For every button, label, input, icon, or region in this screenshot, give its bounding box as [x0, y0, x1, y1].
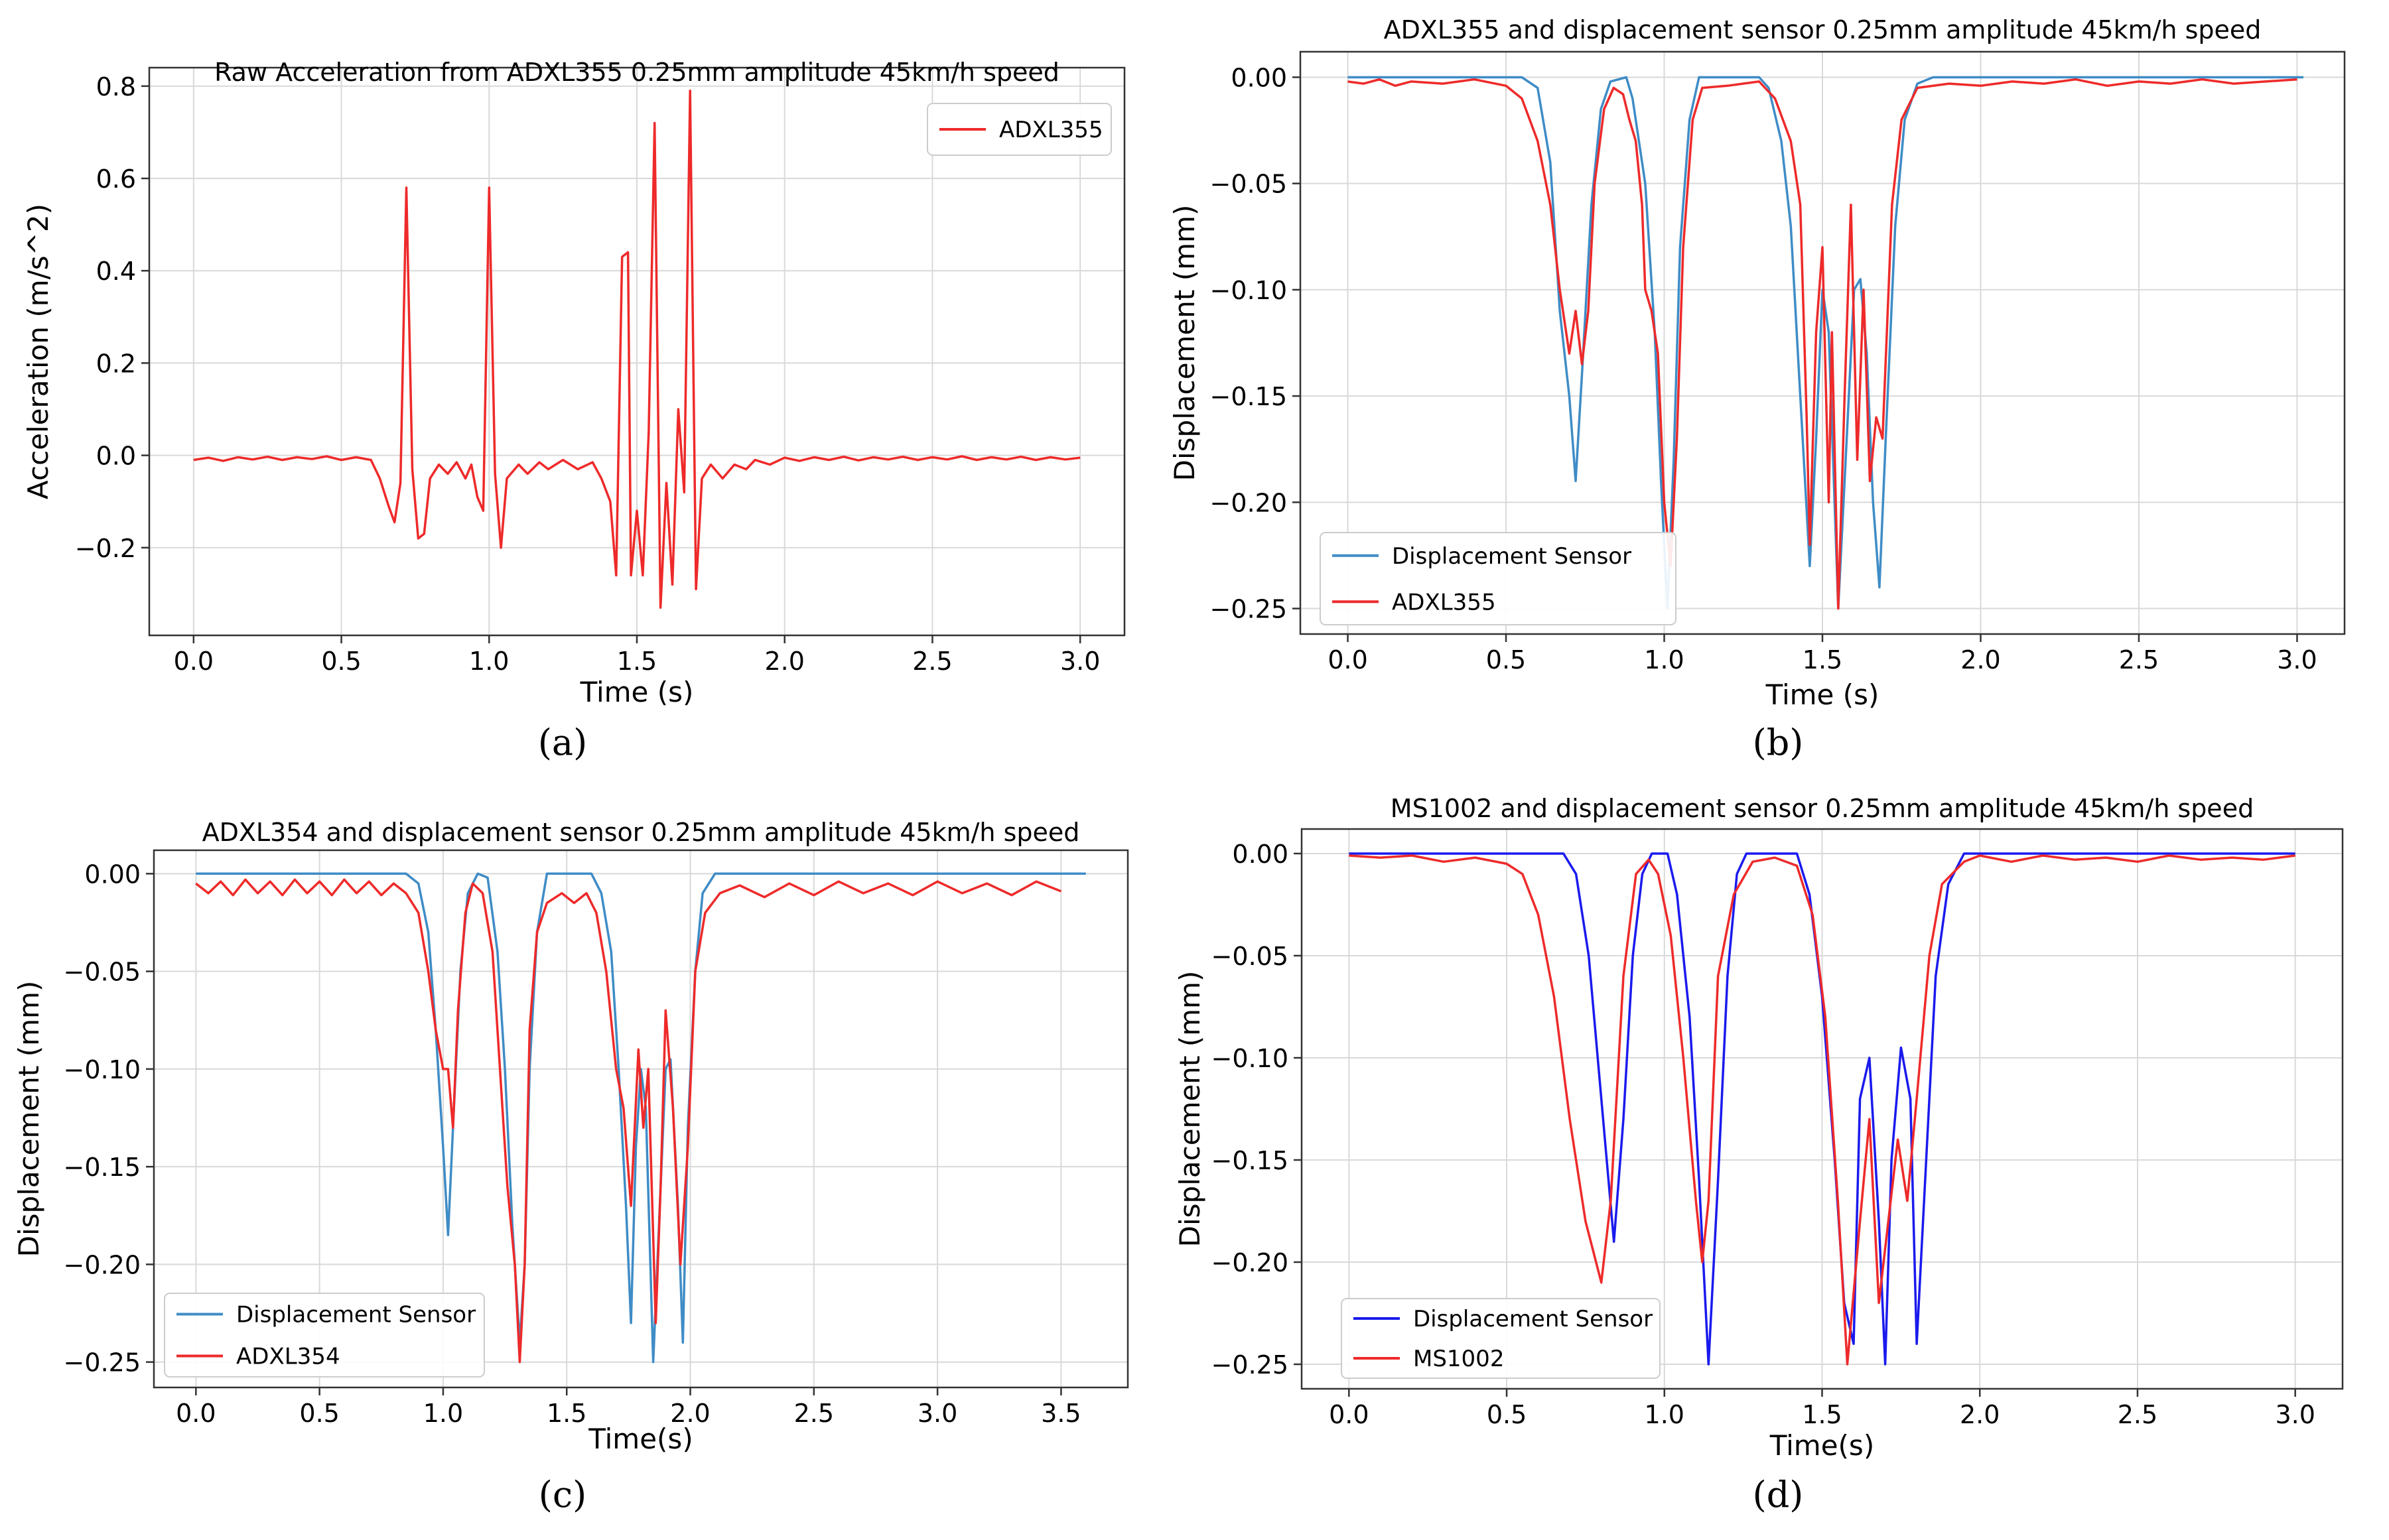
- x-tick-label: 0.5: [1486, 645, 1526, 674]
- x-axis-label: Time(s): [588, 1423, 693, 1455]
- x-axis-label: Time (s): [580, 676, 694, 708]
- y-tick-label: −0.15: [1211, 1146, 1288, 1175]
- y-tick-label: −0.25: [64, 1348, 141, 1378]
- panel-c: 0.0 0.5 1.0 1.5 2.0 2.5 3.0 3.5 0.00 −0.05 −0.10 −0…: [13, 818, 1129, 1455]
- series-line-ms1002: [1349, 854, 2295, 1366]
- x-tick-label: 2.0: [765, 647, 805, 676]
- x-tick-label: 2.0: [1960, 645, 2000, 674]
- x-tick-label: 0.5: [321, 647, 361, 676]
- x-tick-label: 1.5: [617, 647, 657, 676]
- x-tick-label: 2.5: [2118, 1400, 2157, 1429]
- x-tick-label: 1.0: [1645, 1400, 1684, 1429]
- y-tick-label: −0.15: [1210, 382, 1287, 411]
- x-axis-label: Time(s): [1769, 1429, 1874, 1462]
- panel-a: 0.0 0.5 1.0 1.5 2.0 2.5 3.0 −0.2 0.0 0.2 0.4 0.6 0.8…: [22, 58, 1126, 708]
- series-line-displacement-sensor: [1349, 852, 2295, 1366]
- x-tick-label: 3.0: [2275, 1400, 2315, 1429]
- axes-frame: [153, 849, 1129, 1389]
- chart-title: ADXL355 and displacement sensor 0.25mm a…: [1384, 15, 2262, 44]
- legend-label: Displacement Sensor: [1413, 1306, 1653, 1332]
- x-tick-label: 1.0: [423, 1399, 463, 1428]
- y-tick-label: −0.10: [1211, 1044, 1288, 1073]
- y-tick-label: −0.05: [1210, 170, 1287, 199]
- x-tick-label: 3.5: [1041, 1399, 1081, 1428]
- panel-d: 0.0 0.5 1.0 1.5 2.0 2.5 3.0 0.00 −0.05 −0.10 −0.15…: [1174, 794, 2344, 1462]
- y-axis-label: Displacement (mm): [1174, 971, 1206, 1248]
- y-tick-label: 0.2: [96, 349, 136, 378]
- x-tick-label: 3.0: [918, 1399, 957, 1428]
- x-tick-label: 1.0: [469, 647, 509, 676]
- chart-title: MS1002 and displacement sensor 0.25mm am…: [1391, 794, 2254, 823]
- x-tick-label: 1.5: [547, 1399, 586, 1428]
- legend-label: ADXL355: [999, 117, 1103, 143]
- y-tick-label: 0.00: [1232, 840, 1288, 869]
- y-tick-label: −0.05: [1211, 942, 1288, 971]
- x-tick-label: 2.5: [794, 1399, 834, 1428]
- y-tick-label: −0.25: [1211, 1350, 1288, 1380]
- x-tick-label: 1.5: [1802, 1400, 1842, 1429]
- legend-label: MS1002: [1413, 1346, 1504, 1372]
- y-tick-label: 0.6: [96, 164, 136, 194]
- x-tick-label: 2.5: [912, 647, 952, 676]
- x-tick-label: 2.0: [670, 1399, 710, 1428]
- legend-label: Displacement Sensor: [236, 1302, 476, 1328]
- y-axis-label: Acceleration (m/s^2): [22, 204, 54, 499]
- y-tick-label: −0.15: [64, 1153, 141, 1182]
- y-tick-label: 0.00: [84, 860, 141, 889]
- y-axis-label: Displacement (mm): [13, 981, 45, 1257]
- x-tick-label: 0.0: [1329, 1400, 1369, 1429]
- chart-title: Raw Acceleration from ADXL355 0.25mm amp…: [214, 58, 1059, 87]
- y-tick-label: −0.20: [1211, 1248, 1288, 1277]
- caption-c: (c): [539, 1474, 586, 1515]
- x-tick-label: 0.5: [299, 1399, 339, 1428]
- series-line-adxl355: [1347, 78, 2297, 610]
- x-tick-label: 0.0: [174, 647, 214, 676]
- x-tick-label: 1.0: [1644, 645, 1684, 674]
- y-tick-label: −0.2: [75, 534, 136, 563]
- y-tick-label: −0.10: [64, 1055, 141, 1084]
- y-tick-label: −0.10: [1210, 276, 1287, 305]
- x-tick-label: 3.0: [2277, 645, 2317, 674]
- y-tick-label: 0.8: [96, 72, 136, 101]
- x-tick-label: 0.0: [1328, 645, 1367, 674]
- chart-title: ADXL354 and displacement sensor 0.25mm a…: [202, 818, 1080, 847]
- x-tick-label: 3.0: [1060, 647, 1100, 676]
- legend-box: [164, 1293, 485, 1378]
- x-tick-label: 2.5: [2119, 645, 2159, 674]
- y-tick-label: −0.20: [1210, 488, 1287, 517]
- y-tick-label: −0.25: [1210, 595, 1287, 624]
- y-tick-label: −0.05: [64, 958, 141, 987]
- y-tick-label: −0.20: [64, 1250, 141, 1279]
- y-tick-label: 0.00: [1231, 63, 1287, 92]
- y-tick-label: 0.4: [96, 257, 136, 286]
- x-tick-label: 1.5: [1803, 645, 1842, 674]
- panel-b: 0.0 0.5 1.0 1.5 2.0 2.5 3.0 0.00 −0.05 −0.10 −0.15…: [1168, 15, 2346, 711]
- x-axis-label: Time (s): [1765, 678, 1879, 711]
- y-axis-label: Displacement (mm): [1168, 205, 1201, 481]
- x-tick-label: 0.0: [176, 1399, 216, 1428]
- caption-d: (d): [1753, 1474, 1804, 1515]
- caption-b: (b): [1753, 722, 1804, 763]
- series-line-displacement-sensor: [1347, 76, 2303, 610]
- x-tick-label: 0.5: [1487, 1400, 1527, 1429]
- caption-a: (a): [538, 722, 587, 763]
- x-tick-label: 2.0: [1960, 1400, 2000, 1429]
- legend-label: ADXL355: [1392, 589, 1496, 615]
- legend-box: [1341, 1298, 1661, 1379]
- legend-box: [927, 103, 1112, 156]
- legend-label: ADXL354: [236, 1344, 340, 1370]
- y-tick-label: 0.0: [96, 442, 136, 471]
- series-line-adxl355: [193, 90, 1081, 609]
- series-line-displacement-sensor: [196, 872, 1086, 1364]
- series-line-adxl354: [195, 878, 1062, 1364]
- legend-box: [1320, 532, 1676, 625]
- legend-label: Displacement Sensor: [1392, 543, 1631, 570]
